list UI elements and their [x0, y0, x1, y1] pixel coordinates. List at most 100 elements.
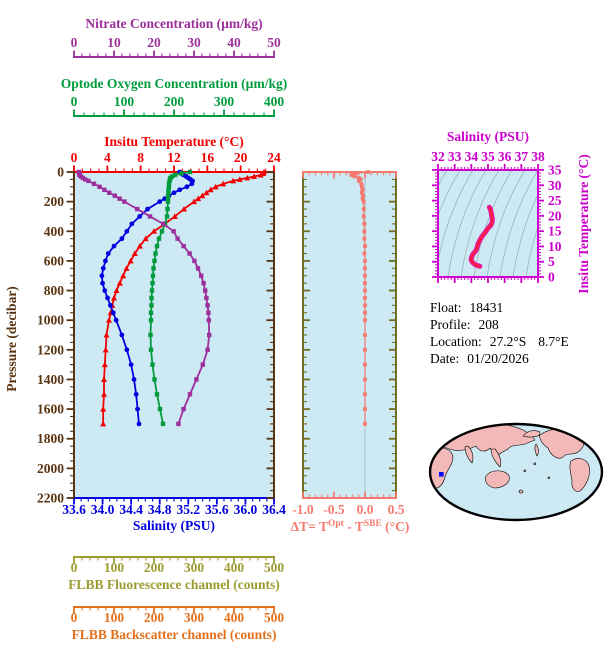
svg-text:50: 50 — [267, 35, 281, 50]
main-plot-area — [74, 172, 274, 498]
ts-salinity-title: Salinity (PSU) — [447, 129, 529, 144]
svg-text:20: 20 — [548, 208, 562, 223]
svg-text:100: 100 — [104, 560, 125, 575]
svg-text:0: 0 — [71, 35, 78, 50]
svg-text:2000: 2000 — [37, 461, 64, 476]
svg-text:200: 200 — [144, 610, 165, 625]
svg-text:300: 300 — [184, 610, 205, 625]
float-location-marker — [439, 472, 444, 477]
svg-text:100: 100 — [114, 94, 135, 109]
svg-text:34.8: 34.8 — [148, 502, 172, 517]
svg-text:0.0: 0.0 — [357, 502, 374, 517]
backscatter-axis-title: FLBB Backscatter channel (counts) — [72, 627, 277, 642]
svg-text:36.4: 36.4 — [262, 502, 286, 517]
salinity-axis-title: Salinity (PSU) — [133, 518, 215, 533]
ts-plot-area — [438, 170, 538, 277]
location-line: Location: 27.2°S 8.7°E — [430, 334, 569, 349]
svg-text:10: 10 — [107, 35, 121, 50]
svg-text:37: 37 — [515, 149, 529, 164]
svg-text:12: 12 — [167, 150, 181, 165]
fluorescence-axis-title: FLBB Fluorescence channel (counts) — [68, 577, 280, 592]
svg-text:35.2: 35.2 — [176, 502, 200, 517]
float-id-line: Float: 18431 — [430, 300, 503, 315]
svg-text:35: 35 — [548, 163, 562, 178]
svg-text:1400: 1400 — [37, 372, 64, 387]
svg-text:300: 300 — [214, 94, 235, 109]
svg-text:15: 15 — [548, 224, 562, 239]
world-map — [428, 422, 604, 522]
svg-text:35.6: 35.6 — [205, 502, 229, 517]
axis-nitrate: 0 10 20 30 40 50 — [71, 35, 281, 58]
pressure-axis-title: Pressure (decibar) — [4, 286, 19, 392]
axis-backscatter: 0 100 200 300 400 500 — [71, 606, 285, 625]
svg-text:0: 0 — [57, 165, 64, 180]
svg-text:400: 400 — [224, 560, 245, 575]
svg-text:400: 400 — [224, 610, 245, 625]
svg-text:33: 33 — [448, 149, 462, 164]
ts-temperature-title: Insitu Temperature (°C) — [576, 154, 591, 293]
svg-text:100: 100 — [104, 610, 125, 625]
svg-text:36.0: 36.0 — [234, 502, 258, 517]
svg-text:300: 300 — [184, 560, 205, 575]
svg-text:500: 500 — [264, 560, 285, 575]
map-outline — [428, 422, 604, 522]
svg-text:600: 600 — [44, 253, 65, 268]
float-info: Float: 18431 Profile: 208 Location: 27.2°S 8… — [430, 300, 569, 366]
date-line: Date: 01/20/2026 — [430, 351, 529, 366]
svg-text:20: 20 — [147, 35, 161, 50]
svg-text:16: 16 — [201, 150, 215, 165]
svg-text:34.4: 34.4 — [119, 502, 143, 517]
svg-text:800: 800 — [44, 283, 65, 298]
svg-text:5: 5 — [548, 254, 555, 269]
axis-salinity: 33.6 34.0 34.4 34.8 35.2 35.6 36.0 36.4 — [62, 497, 286, 517]
svg-text:200: 200 — [44, 194, 65, 209]
series-temperature — [100, 168, 267, 427]
svg-text:400: 400 — [44, 224, 65, 239]
svg-text:1200: 1200 — [37, 342, 64, 357]
svg-text:32: 32 — [431, 149, 445, 164]
svg-text:36: 36 — [498, 149, 512, 164]
svg-text:1000: 1000 — [37, 313, 64, 328]
svg-text:38: 38 — [531, 149, 545, 164]
svg-text:1600: 1600 — [37, 402, 64, 417]
svg-text:34: 34 — [465, 149, 479, 164]
svg-text:33.6: 33.6 — [62, 502, 86, 517]
svg-text:1800: 1800 — [37, 431, 64, 446]
svg-text:400: 400 — [264, 94, 285, 109]
svg-text:30: 30 — [548, 178, 562, 193]
svg-text:34.0: 34.0 — [91, 502, 115, 517]
pressure-axis: 0 200 400 600 800 1000 1200 1400 1600 1800 2000 220… — [37, 165, 275, 506]
svg-text:0: 0 — [71, 94, 78, 109]
svg-text:40: 40 — [227, 35, 241, 50]
delta-t-panel: -1.0 -0.5 0.0 0.5 — [292, 170, 405, 517]
delta-t-axis-title: ΔT= TOpt - TSBE (°C) — [291, 519, 410, 534]
svg-text:500: 500 — [264, 610, 285, 625]
svg-text:25: 25 — [548, 193, 562, 208]
svg-text:0: 0 — [71, 610, 78, 625]
delta-plot-area — [303, 172, 396, 498]
svg-text:30: 30 — [187, 35, 201, 50]
svg-text:20: 20 — [234, 150, 248, 165]
axis-fluorescence: 0 100 200 300 400 500 — [71, 556, 285, 575]
series-oxygen — [148, 169, 193, 427]
svg-text:200: 200 — [144, 560, 165, 575]
svg-text:-1.0: -1.0 — [292, 502, 314, 517]
axis-oxygen: 0 100 200 300 400 — [71, 94, 285, 117]
svg-text:8: 8 — [137, 150, 144, 165]
svg-text:35: 35 — [481, 149, 495, 164]
svg-text:200: 200 — [164, 94, 185, 109]
svg-text:-0.5: -0.5 — [323, 502, 345, 517]
svg-text:10: 10 — [548, 239, 562, 254]
profile-line: Profile: 208 — [430, 317, 499, 332]
svg-text:24: 24 — [267, 150, 281, 165]
oxygen-axis-title: Optode Oxygen Concentration (µm/kg) — [61, 76, 287, 91]
svg-text:4: 4 — [104, 150, 111, 165]
axis-temperature: 0 4 8 12 16 20 24 — [71, 150, 281, 173]
series-nitrate — [76, 169, 212, 427]
svg-text:0: 0 — [71, 560, 78, 575]
nitrate-axis-title: Nitrate Concentration (µm/kg) — [85, 16, 262, 31]
svg-text:2200: 2200 — [37, 491, 64, 506]
